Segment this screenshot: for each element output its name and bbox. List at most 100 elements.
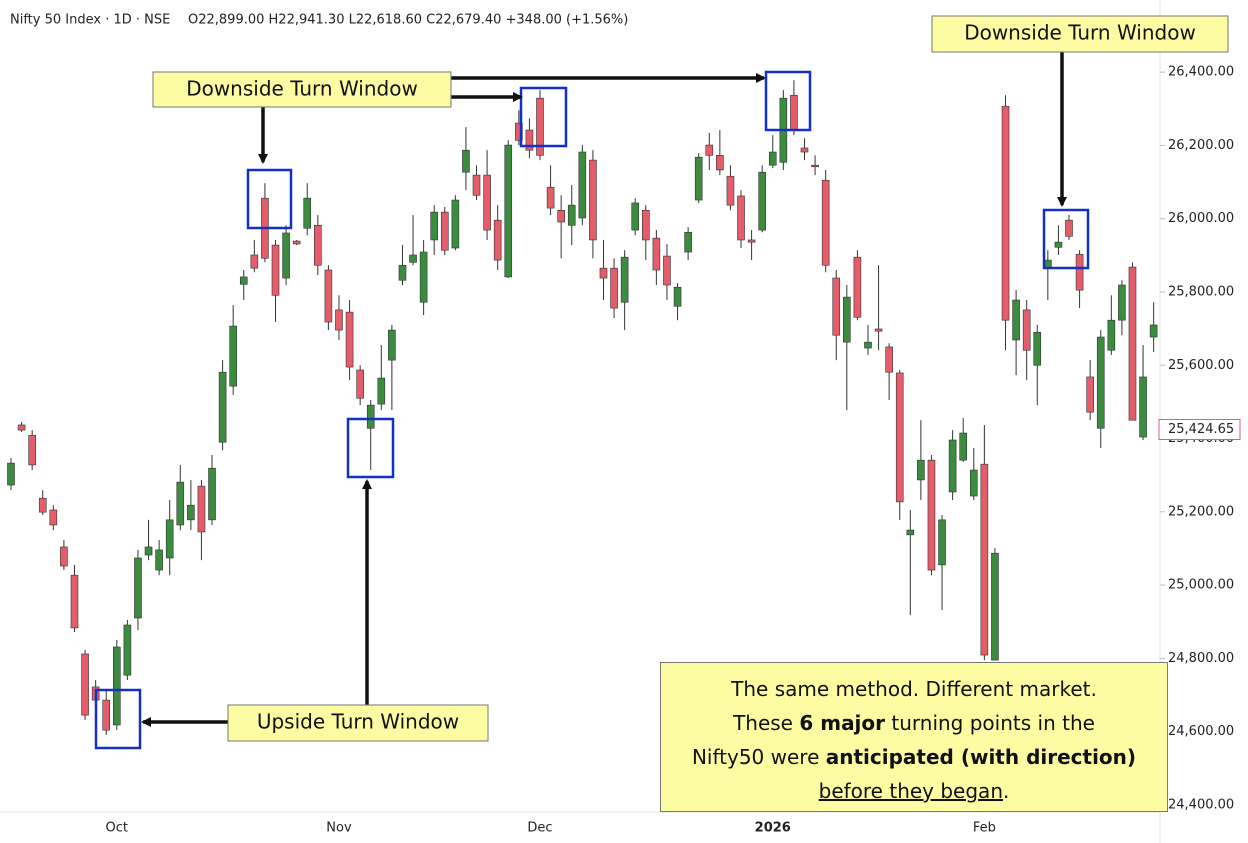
candle-body [853, 256, 862, 318]
candle-body [768, 151, 777, 166]
info-text: turning points in the [885, 711, 1095, 735]
candle-body [377, 377, 386, 405]
candle-body [673, 286, 682, 307]
candle-body [1001, 105, 1010, 321]
candle-body [303, 197, 312, 229]
candle-body [716, 155, 724, 171]
y-tick-label: 25,600.00 [1168, 358, 1234, 373]
candle-body [536, 97, 544, 156]
candle-body [102, 699, 111, 731]
candle-body [250, 254, 259, 269]
candle-body [239, 276, 248, 285]
candle-body [800, 147, 809, 153]
axes: 24,400.00 24,600.00 24,800.00 25,000.00 25,2… [106, 65, 1241, 836]
info-text: The same method. Different market. [731, 677, 1097, 701]
candle-body [440, 211, 449, 251]
info-text: These [733, 711, 800, 735]
candle-body [864, 341, 872, 349]
candle-body [483, 174, 491, 231]
callout-box [227, 704, 489, 742]
candle-body [589, 159, 597, 241]
callout: Downside Turn Window [152, 71, 452, 108]
candle-body [1012, 299, 1020, 341]
candle-body [811, 164, 819, 168]
candle-body [525, 129, 534, 151]
candle-body [38, 497, 47, 513]
turn-box [94, 688, 142, 750]
callout: Upside Turn Window [227, 704, 489, 742]
candle-body [599, 267, 608, 279]
candle-body [737, 195, 745, 241]
candle-body [948, 439, 957, 493]
candle-body [620, 256, 629, 303]
candle-body [790, 94, 798, 131]
candle-body [60, 546, 68, 567]
candle-body [1075, 253, 1084, 291]
callout-text: Downside Turn Window [964, 21, 1196, 45]
callout-text: Upside Turn Window [257, 710, 459, 734]
x-tick-label: Feb [973, 821, 996, 836]
turn-boxes [94, 70, 1090, 750]
candle-body [684, 231, 692, 253]
candle-body [134, 557, 142, 619]
candle-body [155, 549, 163, 571]
candle-body [1139, 376, 1147, 438]
candle-body [821, 179, 830, 266]
candle-body [419, 251, 428, 303]
arrows [141, 52, 1067, 727]
candle-body [493, 219, 502, 261]
candle-body [197, 485, 206, 533]
last-price-label: 25,424.65 [1168, 422, 1234, 437]
candle-body [165, 519, 174, 559]
candle-body [969, 469, 978, 497]
candle-body [663, 255, 671, 286]
candle-body [314, 225, 322, 266]
turn-box [246, 168, 293, 230]
candle-body [895, 372, 904, 503]
turn-box [764, 70, 812, 132]
candle-body [356, 369, 364, 399]
candle-body [123, 624, 132, 676]
ohlc-summary: O22,899.00 H22,941.30 L22,618.60 C22,679… [188, 13, 628, 28]
candle-body [366, 404, 375, 429]
candles [7, 80, 1158, 735]
candle-body [292, 240, 301, 245]
y-tick-label: 26,400.00 [1168, 65, 1234, 80]
candle-body [726, 175, 735, 206]
candle-body [218, 371, 227, 443]
candle-body [70, 574, 79, 629]
candle-body [49, 509, 58, 526]
candle-body [959, 432, 968, 461]
candle-body [1033, 331, 1042, 366]
candle-body [758, 171, 766, 231]
x-tick-label: Nov [326, 821, 352, 836]
candle-body [229, 325, 237, 387]
info-emphasis: anticipated (with direction) [825, 745, 1137, 769]
candle-body [631, 202, 640, 231]
candle-body [515, 122, 523, 141]
candle-body [472, 174, 481, 196]
candle-body [705, 144, 714, 156]
y-tick-label: 25,800.00 [1168, 284, 1234, 299]
candle-body [345, 311, 354, 368]
candle-body [398, 264, 407, 281]
candle-body [610, 267, 618, 309]
candle-body [641, 209, 650, 241]
candle-body [7, 462, 15, 486]
callout-box [931, 15, 1229, 53]
candle-body [546, 186, 555, 209]
chart-title: Nifty 50 Index · 1D · NSE [10, 13, 170, 28]
y-tick-label: 24,400.00 [1168, 797, 1234, 812]
candle-body [557, 209, 565, 223]
candle-body [694, 156, 703, 201]
info-text: Nifty50 were [691, 745, 826, 769]
last-price-box [1158, 418, 1241, 440]
candle-body [938, 519, 946, 566]
candle-body [504, 144, 513, 278]
y-tick-label: 24,600.00 [1168, 724, 1234, 739]
candle-body [843, 296, 851, 343]
info-text: . [1003, 779, 1010, 803]
candle-body [567, 204, 576, 226]
